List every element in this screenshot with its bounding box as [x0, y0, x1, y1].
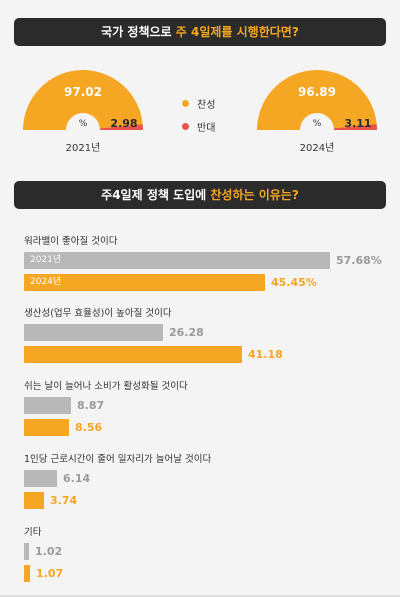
bar-category-label: 기타 — [24, 527, 42, 538]
pie-year-label: 2024년 — [300, 142, 335, 154]
bar-category-label: 워라밸이 좋아질 것이다 — [24, 236, 118, 247]
pie-slice-oppose — [333, 124, 377, 130]
banner-title-highlight: 주 4일제를 시행한다면? — [175, 25, 299, 39]
pie-value-agree: 97.02 — [64, 85, 102, 99]
bar-2024 — [24, 492, 44, 509]
bar-category-label: 1인당 근로시간이 줄어 일자리가 늘어날 것이다 — [24, 454, 212, 465]
pie-year-label: 2021년 — [66, 142, 101, 154]
bar-2024 — [24, 346, 242, 363]
bar-series-label: 2024년 — [30, 277, 62, 287]
bar-2021 — [24, 324, 163, 341]
bar-2021 — [24, 470, 57, 487]
banner-title-text: 주4일제 정책 도입에 — [101, 188, 211, 202]
bar-2021 — [24, 543, 29, 560]
bar-category-label: 쉬는 날이 늘어나 소비가 활성화될 것이다 — [24, 381, 188, 392]
banner-title-text: 국가 정책으로 — [101, 25, 176, 39]
legend-label-oppose: 반대 — [197, 123, 216, 134]
pie-slice-agree — [257, 70, 377, 130]
bar-value-label: 26.28 — [169, 326, 204, 339]
bar-value-label: 8.56 — [75, 421, 103, 434]
bar-value-label: 6.14 — [63, 472, 91, 485]
pie-center-unit: % — [79, 119, 88, 129]
legend-item-oppose: 반대 — [182, 119, 215, 134]
banner-title-highlight: 찬성하는 이유는? — [210, 188, 299, 202]
bar-value-label: 1.02 — [35, 545, 63, 558]
legend-dot-agree — [182, 100, 189, 107]
legend-dot-oppose — [182, 123, 189, 130]
bar-2024: 2024년 — [24, 274, 265, 291]
bar-2021 — [24, 397, 71, 414]
bar-2024 — [24, 419, 69, 436]
legend-label-agree: 찬성 — [197, 100, 216, 111]
legend-item-agree: 찬성 — [182, 96, 215, 111]
bar-value-label: 8.87 — [77, 399, 105, 412]
pie-slice-oppose — [99, 124, 143, 130]
footer-divider — [0, 595, 400, 597]
bar-2021: 2021년 — [24, 252, 330, 269]
pie-value-agree: 96.89 — [298, 85, 336, 99]
bar-value-label: 57.68% — [336, 254, 382, 267]
bar-value-label: 1.07 — [36, 567, 64, 580]
bar-category-label: 생산성(업무 효율성)이 높아질 것이다 — [24, 308, 172, 319]
pie-slice-agree — [23, 69, 143, 130]
bar-value-label: 41.18 — [248, 348, 283, 361]
bar-value-label: 45.45% — [271, 276, 317, 289]
donut-charts: 97.02 2.98% 2021년 96.89 3.11% 2024년 — [23, 69, 377, 154]
pie-value-oppose: 2.98 — [110, 117, 137, 130]
reasons-title-banner: 주4일제 정책 도입에 찬성하는 이유는? — [14, 181, 386, 209]
pie-value-oppose: 3.11 — [344, 117, 371, 130]
survey-title-banner: 국가 정책으로 주 4일제를 시행한다면? — [14, 18, 386, 46]
bar-series-label: 2021년 — [30, 255, 62, 265]
pie-center-unit: % — [313, 119, 322, 129]
bar-value-label: 3.74 — [50, 494, 78, 507]
bar-2024 — [24, 565, 30, 582]
